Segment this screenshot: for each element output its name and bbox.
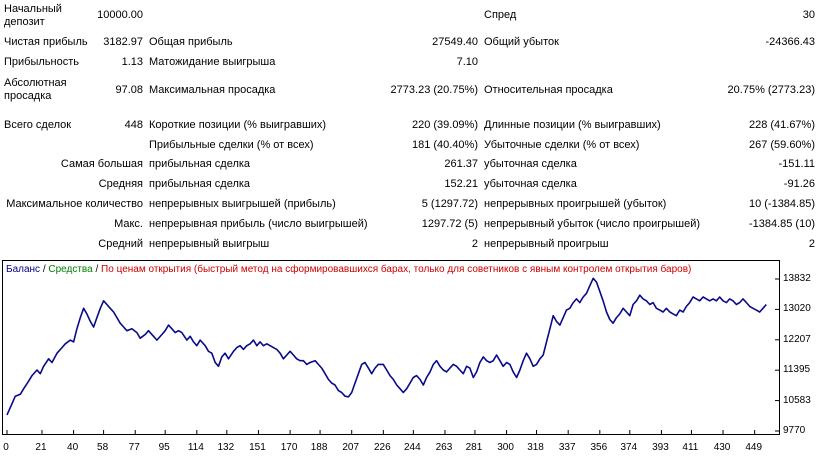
x-tick-label: 318 <box>527 442 544 453</box>
x-tick-label: 95 <box>158 442 170 453</box>
row-label-2: Максимальная просадка <box>149 84 276 96</box>
x-tick-label: 244 <box>403 442 421 453</box>
row-value-2: 261.37 <box>444 158 478 170</box>
row-value-1: 1.13 <box>121 56 143 68</box>
x-tick-label: 356 <box>590 442 608 453</box>
row-label-1: Максимальное количество <box>6 198 143 210</box>
row-value-3: 30 <box>802 9 815 21</box>
row-value-2: 1297.72 (5) <box>421 218 478 230</box>
x-tick-label: 0 <box>3 442 9 453</box>
row-label-3: убыточная сделка <box>484 158 577 170</box>
x-tick-label: 337 <box>558 442 576 453</box>
legend-equity: Средства <box>48 264 93 275</box>
row-value-3: -151.11 <box>778 158 816 170</box>
row-value-2: 152.21 <box>444 178 478 190</box>
row-label-1: Всего сделок <box>4 119 72 131</box>
balance-chart <box>2 260 780 435</box>
row-label-2: прибыльная сделка <box>149 178 251 190</box>
x-tick-label: 374 <box>620 442 638 453</box>
row-label-2: прибыльная сделка <box>149 158 251 170</box>
x-tick-label: 114 <box>187 442 204 453</box>
row-label-3: непрерывный убыток (число проигрышей) <box>484 218 701 230</box>
row-label-2: Короткие позиции (% выигравших) <box>149 119 327 131</box>
row-value-1: 97.08 <box>115 84 143 96</box>
y-tick-label: 13020 <box>783 303 811 315</box>
x-tick-label: 263 <box>435 442 453 453</box>
x-tick-label: 281 <box>465 442 483 453</box>
x-tick-label: 40 <box>67 442 79 453</box>
row-label-3: Спред <box>484 9 517 21</box>
row-value-3: -24366.43 <box>765 36 815 48</box>
row-value-3: -1384.85 (10) <box>748 218 815 230</box>
row-label-2: Общая прибыль <box>149 36 233 48</box>
row-label-3: Длинные позиции (% выигравших) <box>484 119 661 131</box>
row-value-3: 267 (59.60%) <box>748 139 815 151</box>
row-label-1: Средний <box>98 238 143 250</box>
row-value-3: 2 <box>808 238 815 250</box>
balance-chart-svg <box>6 277 779 434</box>
row-label-2: непрерывный выигрыш <box>149 238 270 250</box>
row-value-2: 2773.23 (20.75%) <box>390 84 478 96</box>
row-label-3: Убыточные сделки (% от всех) <box>484 139 640 151</box>
y-tick-label: 13832 <box>783 273 811 284</box>
x-tick-label: 58 <box>97 442 109 453</box>
x-tick-label: 226 <box>373 442 391 453</box>
row-value-2: 2 <box>471 238 478 250</box>
row-label-1: Начальный депозит <box>4 3 62 28</box>
balance-line <box>6 277 767 416</box>
row-label-2: непрерывных выигрышей (прибыль) <box>149 198 336 210</box>
legend-sep-2: / <box>92 264 102 275</box>
x-tick-label: 77 <box>128 442 140 453</box>
row-value-3: 20.75% (2773.23) <box>727 84 815 96</box>
row-label-3: непрерывный проигрыш <box>484 238 609 250</box>
row-value-2: 7.10 <box>456 56 478 68</box>
row-value-3: 10 (-1384.85) <box>748 198 815 210</box>
legend-mode: По ценам открытия (быстрый метод на сфор… <box>101 264 692 275</box>
x-tick-label: 449 <box>745 442 763 453</box>
y-tick-label: 10583 <box>783 394 811 406</box>
row-label-3: непрерывных проигрышей (убыток) <box>484 198 667 210</box>
chart-legend: Баланс / Средства / По ценам открытия (б… <box>6 264 691 276</box>
legend-sep-1: / <box>40 264 49 275</box>
row-label-3: Общий убыток <box>484 36 559 48</box>
x-tick-label: 411 <box>682 442 699 453</box>
x-tick-label: 151 <box>249 442 266 453</box>
y-tick-label: 11395 <box>783 364 811 376</box>
row-label-2: Прибыльные сделки (% от всех) <box>149 139 314 151</box>
row-label-2: Матожидание выигрыша <box>149 56 276 68</box>
row-label-1: Макс. <box>114 218 143 230</box>
y-tick-label: 12207 <box>783 333 811 345</box>
row-value-1: 3182.97 <box>103 36 143 48</box>
row-value-3: -91.26 <box>783 178 815 190</box>
x-tick-label: 188 <box>310 442 328 453</box>
row-label-3: убыточная сделка <box>484 178 577 190</box>
row-label-1: Абсолютная просадка <box>4 77 67 102</box>
x-tick-label: 207 <box>342 442 360 453</box>
row-label-2: непрерывная прибыль (число выигрышей) <box>149 218 368 230</box>
x-tick-label: 170 <box>280 442 298 453</box>
y-tick-label: 9770 <box>783 425 806 436</box>
x-tick-label: 21 <box>35 442 47 453</box>
x-tick-label: 430 <box>713 442 731 453</box>
row-label-1: Средняя <box>98 178 143 190</box>
row-label-1: Чистая прибыль <box>4 36 88 48</box>
row-value-2: 5 (1297.72) <box>421 198 478 210</box>
x-tick-label: 393 <box>652 442 669 453</box>
row-label-3: Относительная просадка <box>484 84 613 96</box>
row-label-1: Прибыльность <box>4 56 79 68</box>
row-value-2: 181 (40.40%) <box>411 139 478 151</box>
row-label-1: Самая большая <box>60 158 143 170</box>
row-value-2: 27549.40 <box>432 36 478 48</box>
row-value-1: 10000.00 <box>97 9 143 21</box>
row-value-3: 228 (41.67%) <box>748 119 815 131</box>
legend-balance: Баланс <box>6 264 41 275</box>
row-value-2: 220 (39.09%) <box>411 119 478 131</box>
x-tick-label: 132 <box>217 442 235 453</box>
x-tick-label: 300 <box>497 442 514 453</box>
row-value-1: 448 <box>124 119 143 131</box>
